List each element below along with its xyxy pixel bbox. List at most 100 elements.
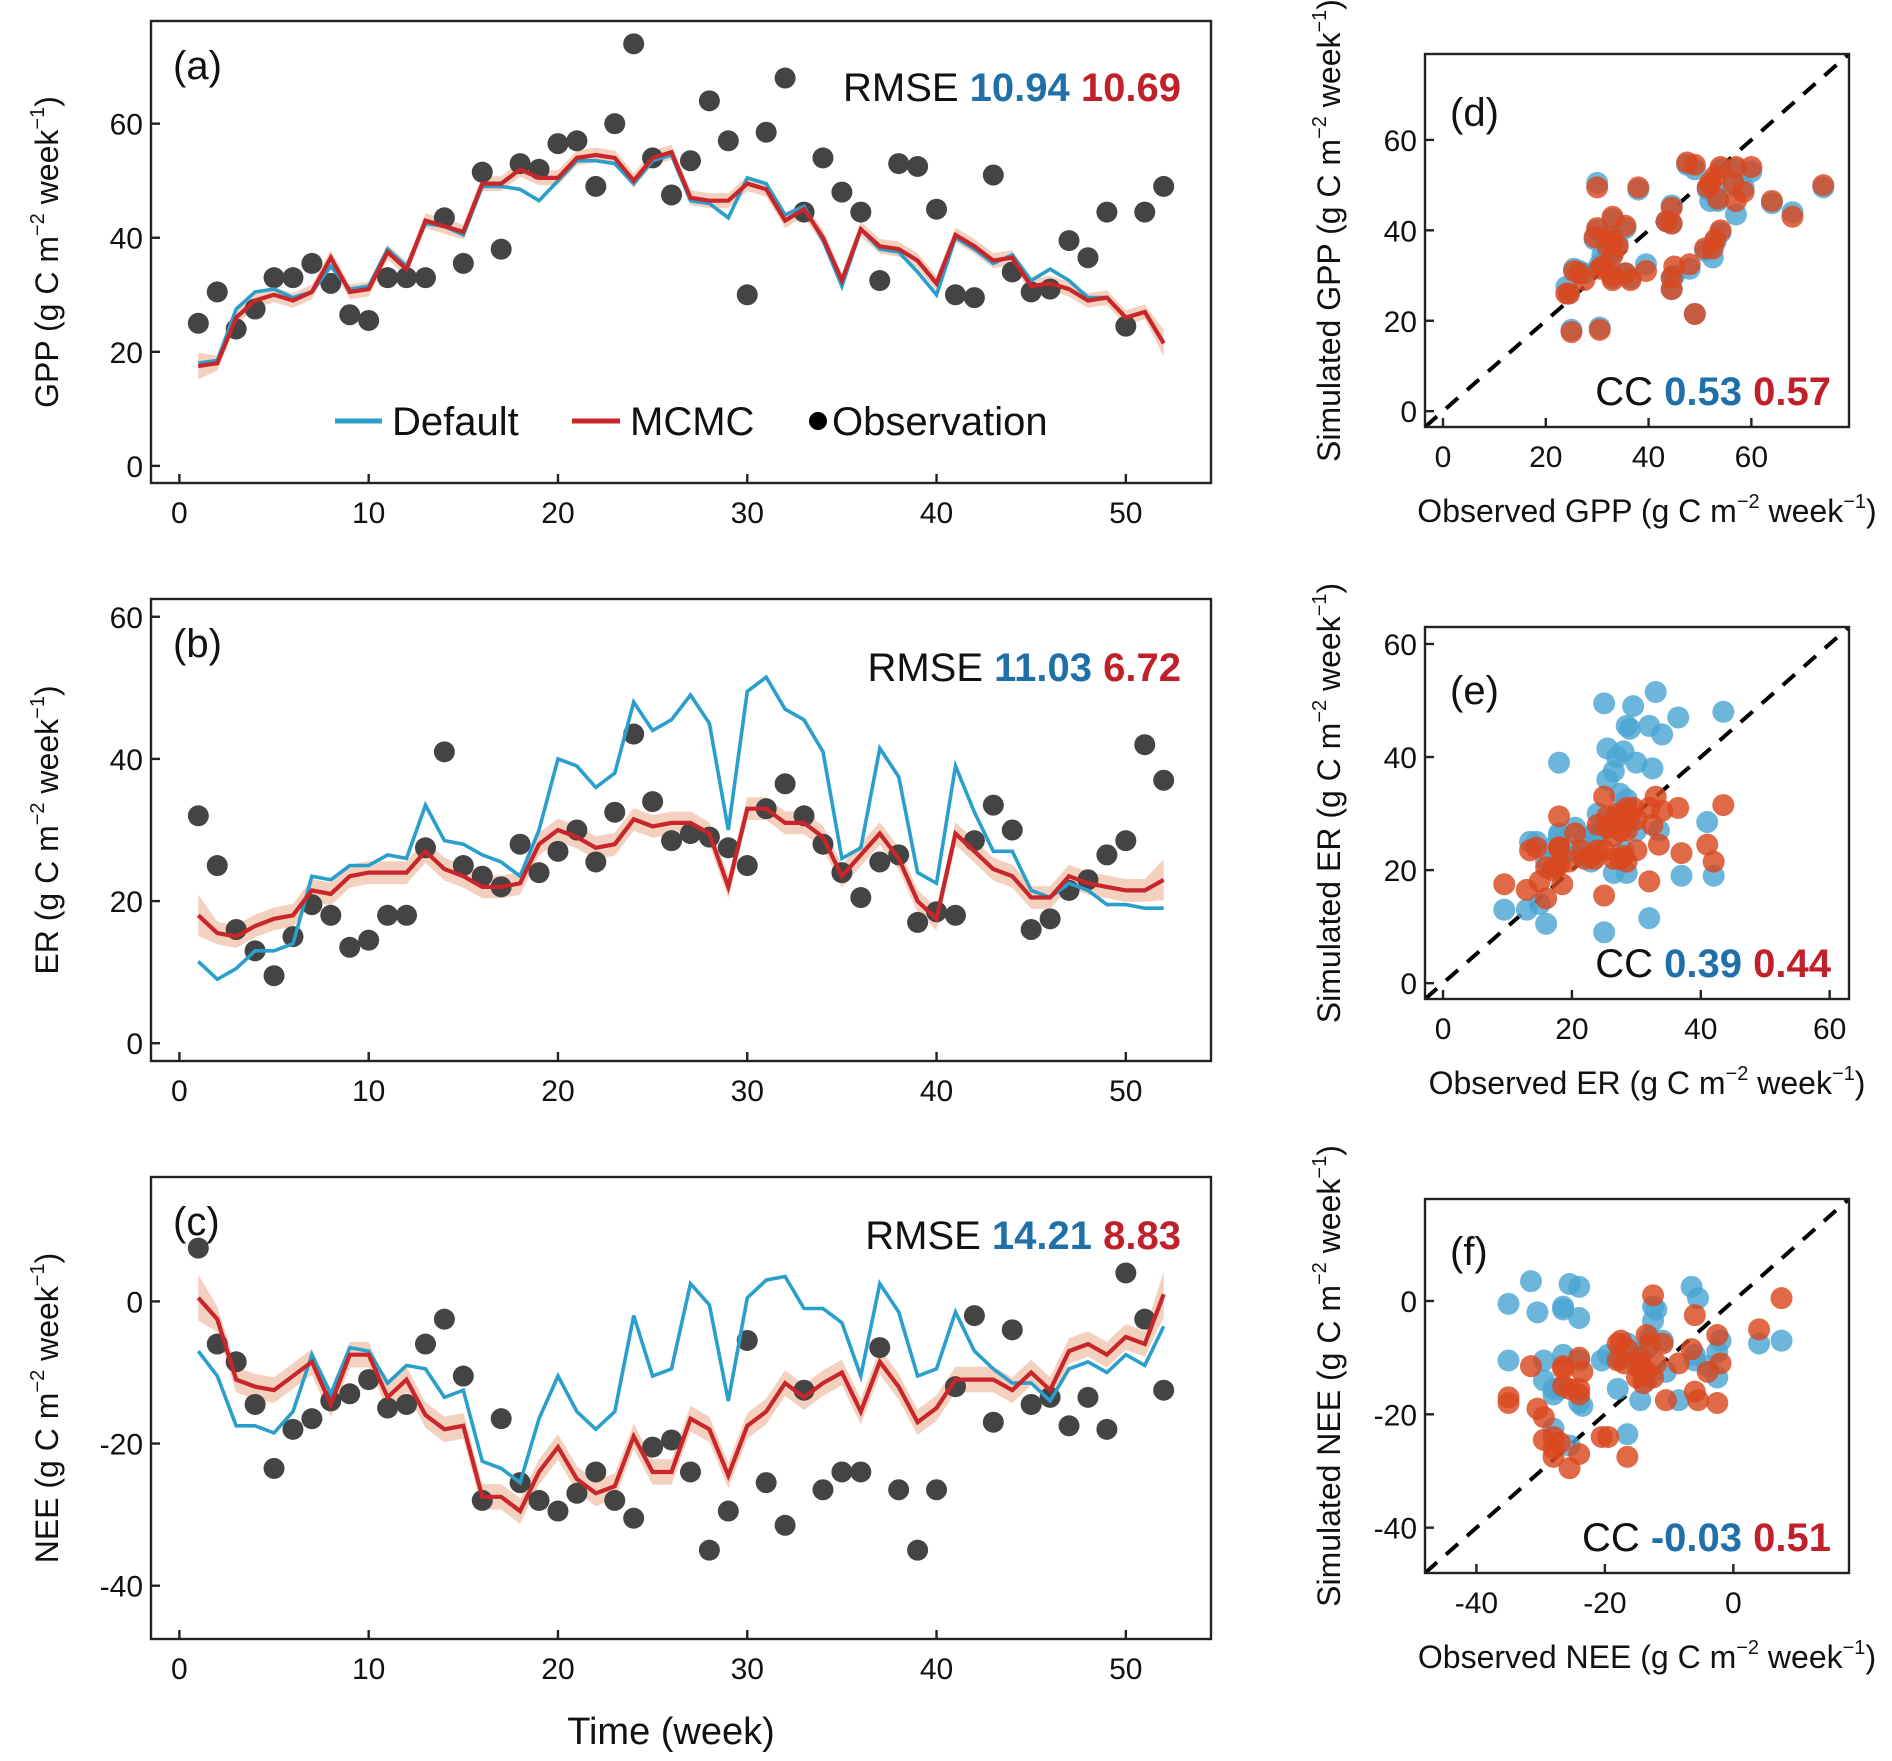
metric-mcmc-value: 6.72 [1103, 646, 1181, 690]
observation-point [1096, 844, 1118, 866]
observation-point [850, 1461, 872, 1483]
scatter-point-mcmc [1615, 819, 1638, 842]
observation-point [1115, 315, 1137, 337]
plot-area [1425, 54, 1849, 427]
scatter-point-default [1670, 864, 1693, 887]
scatter-point-mcmc [1654, 1389, 1677, 1412]
default-series-line [198, 152, 1166, 365]
x-tick-label: 0 [1725, 1587, 1742, 1620]
scatter-point-mcmc [1770, 1287, 1793, 1310]
observation-point [377, 1397, 399, 1419]
scatter-point-mcmc [1732, 180, 1755, 203]
observation-point [1058, 230, 1080, 252]
observation-point [698, 1539, 720, 1561]
scatter-point-mcmc [1552, 1358, 1575, 1380]
observation-point [339, 304, 361, 326]
observation-point [566, 1482, 588, 1504]
metric-mcmc-value: 8.83 [1103, 1214, 1181, 1258]
axis-title-part: week [29, 1285, 65, 1370]
scatter-point-default [1602, 760, 1625, 783]
scatter-point-default [1497, 1349, 1520, 1372]
x-tick-label: 30 [731, 1075, 764, 1108]
axis-title-part: ) [29, 96, 65, 107]
metric-mcmc-value: 0.57 [1753, 370, 1831, 414]
observation-point [585, 175, 607, 197]
axis-title-part: ) [1866, 493, 1877, 529]
scatter-point-default [1593, 692, 1616, 715]
panel-b: 0 10 20 30 40 50 0 20 40 60 (b) RMSE 11.03 6.72 ER (… [27, 597, 1213, 1108]
legend-default-label: Default [392, 400, 519, 444]
observation-point [1020, 919, 1042, 941]
observation-point [263, 1457, 285, 1479]
scatter-point-default [1596, 737, 1619, 760]
y-axis-title: Simulated NEE (g C m−2 week−1) [1309, 1145, 1347, 1607]
panel-f: -40 -20 0 -40 -20 0 (f) CC -0.03 0.51 Observed N… [1309, 1145, 1876, 1675]
metric-annotation: RMSE 11.03 6.72 [867, 646, 1181, 690]
x-tick-label: 40 [920, 497, 953, 530]
scatter-point-default [1696, 811, 1719, 834]
observation-point [812, 1479, 834, 1501]
panel-label: (c) [173, 1200, 220, 1244]
axis-title-part: Simulated NEE (g C m [1311, 1285, 1347, 1607]
scatter-point-mcmc [1635, 1360, 1658, 1383]
x-tick-label: 0 [171, 1075, 188, 1108]
y-tick-label: 0 [126, 1028, 143, 1061]
default-series-line [197, 674, 1164, 982]
scatter-point-mcmc [1616, 1445, 1639, 1468]
y-axis-title: Simulated GPP (g C m−2 week−1) [1309, 0, 1347, 462]
x-tick-label: 30 [731, 497, 764, 530]
x-tick-label: 20 [541, 1653, 574, 1686]
scatter-point-default [1552, 1298, 1575, 1321]
metric-annotation: CC 0.53 0.57 [1595, 370, 1831, 414]
x-tick-label: 20 [541, 1075, 574, 1108]
plot-frame [149, 597, 1213, 1063]
scatter-point-mcmc [1694, 237, 1717, 260]
observation-point [547, 840, 569, 862]
scatter-point-default [1644, 681, 1667, 704]
x-tick-label: 0 [1435, 441, 1452, 474]
observation-point [679, 823, 701, 845]
axis-title-part: NEE (g C m [29, 1393, 65, 1564]
x-tick-label: -40 [1455, 1587, 1498, 1620]
observation-point [1001, 819, 1023, 841]
observation-point [244, 1393, 266, 1415]
observation-point [926, 198, 948, 220]
observation-point [982, 794, 1004, 816]
observation-point [661, 830, 683, 852]
observation-point [263, 267, 285, 289]
metric-default-value: 10.94 [970, 66, 1081, 110]
y-tick-label: 40 [1384, 215, 1417, 248]
scatter-point-mcmc [1740, 156, 1763, 179]
metric-annotation: CC 0.39 0.44 [1595, 942, 1831, 986]
axis-title-superscript: −2 [1309, 1262, 1331, 1285]
observation-point [736, 284, 758, 306]
scatter-point-default [1558, 1273, 1581, 1295]
observation-point [623, 1507, 645, 1529]
observation-point [263, 965, 285, 987]
scatter-point-mcmc [1526, 1397, 1549, 1420]
observation-point [339, 936, 361, 958]
observation-point [1058, 1415, 1080, 1437]
observation-point [509, 833, 531, 855]
scatter-point-mcmc [1535, 887, 1558, 910]
observation-point [755, 1472, 777, 1494]
scatter-point-mcmc [1706, 187, 1729, 210]
axis-title-superscript: −1 [1309, 10, 1331, 33]
scatter-point-default [1712, 700, 1735, 723]
scatter-point-default [1606, 1377, 1629, 1400]
plot-frame [1423, 1197, 1851, 1575]
y-tick-label: 0 [126, 1286, 143, 1319]
panel-label: (b) [173, 622, 222, 666]
observation-point [358, 309, 380, 331]
scatter-point-mcmc [1614, 214, 1637, 237]
scatter-point-mcmc [1683, 302, 1706, 325]
observation-point [661, 1429, 683, 1451]
scatter-point-default [1497, 1292, 1520, 1315]
plot-area [1425, 1199, 1849, 1573]
observation-point [774, 1514, 796, 1536]
metric-default-value: 0.53 [1664, 370, 1753, 414]
scatter-point-mcmc [1544, 856, 1567, 879]
scatter-point-mcmc [1563, 260, 1586, 283]
y-tick-label: 20 [110, 886, 143, 919]
